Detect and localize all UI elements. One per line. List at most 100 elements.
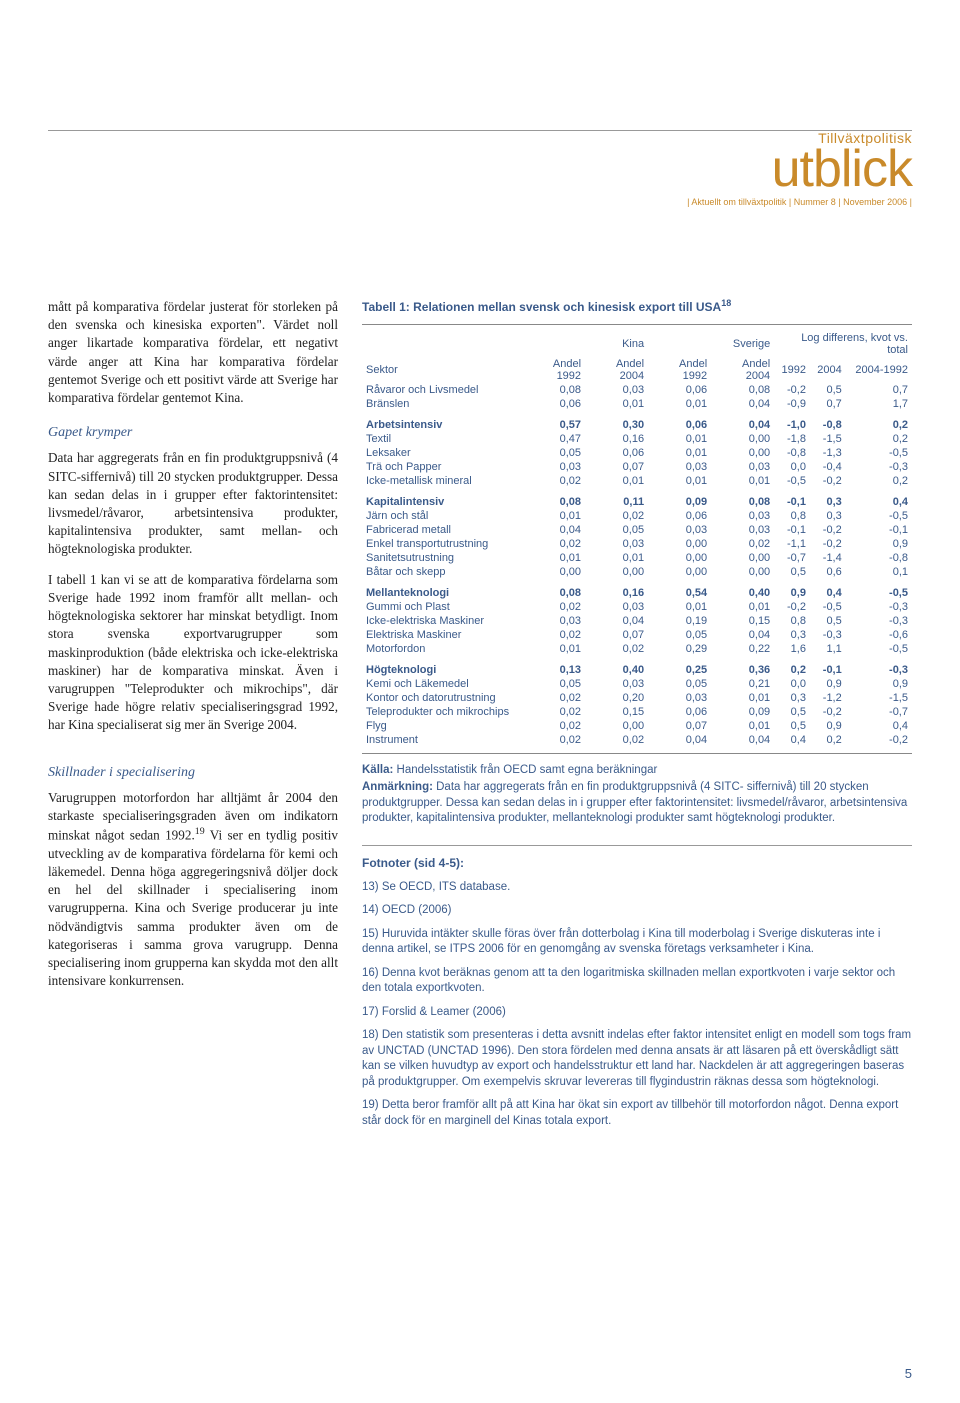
table-row: Kemi och Läkemedel0,050,030,050,210,00,9… (362, 677, 912, 691)
table-cell: 0,6 (810, 565, 846, 579)
table-cell: 0,06 (585, 446, 648, 460)
table-cell: 0,4 (846, 719, 912, 733)
logo-block: Tillväxtpolitisk utblick | Aktuellt om t… (687, 130, 912, 207)
table-cell: 0,02 (522, 719, 585, 733)
footnote-item: 14) OECD (2006) (362, 903, 912, 919)
table-row: Båtar och skepp0,000,000,000,000,50,60,1 (362, 565, 912, 579)
table-cell: 0,08 (522, 383, 585, 397)
table-cell: 1,1 (810, 642, 846, 656)
table-cell: 0,07 (585, 460, 648, 474)
table-cell: 0,16 (585, 579, 648, 600)
sh-log: Log differens, kvot vs. total (774, 331, 912, 357)
table-cell: -1,1 (774, 537, 810, 551)
source-text: Handelsstatistik från OECD samt egna ber… (393, 764, 657, 776)
table-cell: 0,04 (711, 411, 774, 432)
table-cell: 0,30 (585, 411, 648, 432)
footnote-item: 13) Se OECD, ITS database. (362, 880, 912, 896)
table-cell: 1,7 (846, 397, 912, 411)
table-cell: 0,01 (585, 397, 648, 411)
ch-5: 1992 (774, 357, 810, 383)
table-cell: Järn och stål (362, 509, 522, 523)
table-group-head: Mellanteknologi0,080,160,540,400,90,4-0,… (362, 579, 912, 600)
table-cell: Sanitetsutrustning (362, 551, 522, 565)
table-cell: 0,03 (522, 614, 585, 628)
table-cell: Arbetsintensiv (362, 411, 522, 432)
table-cell: 0,02 (522, 691, 585, 705)
table-cell: 0,2 (846, 411, 912, 432)
table-cell: 0,02 (522, 705, 585, 719)
table-cell: 0,29 (648, 642, 711, 656)
table-row: Icke-metallisk mineral0,020,010,010,01-0… (362, 474, 912, 488)
table-cell: -0,1 (810, 656, 846, 677)
table-cell: 0,19 (648, 614, 711, 628)
table-cell: 0,9 (846, 677, 912, 691)
footnote-item: 19) Detta beror framför allt på att Kina… (362, 1098, 912, 1129)
table-cell: 0,03 (585, 383, 648, 397)
table-cell: -1,2 (810, 691, 846, 705)
table-cell: Kemi och Läkemedel (362, 677, 522, 691)
table-cell: 0,08 (711, 488, 774, 509)
logo-main: utblick (687, 146, 912, 193)
note-text: Data har aggregerats från en fin produkt… (362, 781, 907, 824)
table-cell: 0,02 (522, 600, 585, 614)
table-cell: 0,3 (774, 691, 810, 705)
table-cell: 0,01 (585, 474, 648, 488)
table-cell: 0,08 (522, 488, 585, 509)
table-cell: -0,2 (810, 537, 846, 551)
table-cell: 0,02 (522, 474, 585, 488)
table-cell: Teleprodukter och mikrochips (362, 705, 522, 719)
table-cell: 0,00 (711, 432, 774, 446)
table-cell: 0,06 (648, 705, 711, 719)
table-cell: 0,07 (585, 628, 648, 642)
table-cell: 0,00 (585, 719, 648, 733)
table-cell: 0,36 (711, 656, 774, 677)
para-1: mått på komparativa fördelar justerat fö… (48, 298, 338, 407)
para-3: I tabell 1 kan vi se att de komparativa … (48, 571, 338, 735)
table-cell: 0,05 (648, 628, 711, 642)
table-cell: 0,57 (522, 411, 585, 432)
table-cell: Bränslen (362, 397, 522, 411)
table-cell: 0,00 (711, 551, 774, 565)
table-cell: -1,3 (810, 446, 846, 460)
table-cell: 0,05 (585, 523, 648, 537)
left-column: mått på komparativa fördelar justerat fö… (48, 298, 338, 1137)
table-cell: 1,6 (774, 642, 810, 656)
table-cell: -0,1 (846, 523, 912, 537)
table-cell: -0,3 (846, 600, 912, 614)
table-cell: 0,03 (648, 460, 711, 474)
table-row: Bränslen0,060,010,010,04-0,90,71,7 (362, 397, 912, 411)
table-cell: 0,4 (810, 579, 846, 600)
table-cell: -0,7 (846, 705, 912, 719)
table-cell: 0,2 (774, 656, 810, 677)
table-cell: 0,01 (711, 600, 774, 614)
table-row: Kontor och datorutrustning0,020,200,030,… (362, 691, 912, 705)
table-cell: -0,1 (774, 523, 810, 537)
table-cell: -0,5 (846, 579, 912, 600)
ch-2: Andel 2004 (585, 357, 648, 383)
table-note: Anmärkning: Data har aggregerats från en… (362, 780, 912, 827)
table-row: Sanitetsutrustning0,010,010,000,00-0,7-1… (362, 551, 912, 565)
table-cell: -0,3 (846, 656, 912, 677)
table-cell: -0,8 (810, 411, 846, 432)
ch-7: 2004-1992 (846, 357, 912, 383)
table-cell: -0,2 (810, 523, 846, 537)
table-cell: -0,8 (846, 551, 912, 565)
table-cell: 0,06 (648, 411, 711, 432)
table-cell: 0,03 (585, 537, 648, 551)
table-cell: -0,2 (774, 383, 810, 397)
note-label: Anmärkning: (362, 781, 433, 793)
table-cell: 0,03 (711, 460, 774, 474)
table-cell: Textil (362, 432, 522, 446)
table-cell: 0,08 (522, 579, 585, 600)
table-cell: -0,2 (846, 733, 912, 747)
sh-kina: Kina (522, 331, 648, 357)
table-cell: Leksaker (362, 446, 522, 460)
table-cell: 0,05 (522, 446, 585, 460)
table-cell: -1,4 (810, 551, 846, 565)
ch-3: Andel 1992 (648, 357, 711, 383)
table-cell: 0,4 (846, 488, 912, 509)
table-cell: 0,22 (711, 642, 774, 656)
table-cell: -0,2 (810, 705, 846, 719)
table-cell: 0,07 (648, 719, 711, 733)
page-header: Tillväxtpolitisk utblick | Aktuellt om t… (48, 130, 912, 270)
